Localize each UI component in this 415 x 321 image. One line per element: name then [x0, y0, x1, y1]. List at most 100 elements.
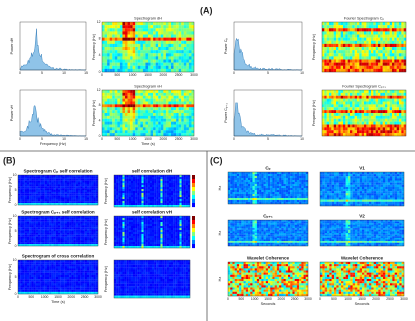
heatmap-cell [165, 218, 167, 220]
heatmap-cell [22, 201, 24, 203]
heatmap-cell [336, 63, 338, 66]
heatmap-cell [133, 236, 135, 238]
heatmap-cell [153, 28, 156, 31]
heatmap-cell [36, 201, 38, 203]
heatmap-cell [143, 41, 146, 44]
heatmap-cell [38, 190, 40, 192]
heatmap-cell [120, 107, 123, 110]
heatmap-cell [168, 110, 171, 113]
heatmap-cell [141, 181, 143, 183]
heatmap-cell [74, 240, 76, 242]
heatmap-cell [156, 133, 159, 136]
heatmap-cell [186, 50, 189, 53]
heatmap-cell [364, 53, 366, 56]
heatmap-cell [138, 31, 141, 34]
heatmap-cell [49, 201, 51, 203]
heatmap-cell [150, 226, 152, 228]
heatmap-cell [34, 177, 36, 179]
heatmap-cell [125, 201, 127, 203]
heatmap-cell [96, 220, 98, 222]
heatmap-cell [163, 197, 165, 199]
heatmap-cell [182, 232, 184, 234]
heatmap-cell [188, 240, 190, 242]
heatmap-cell [380, 56, 382, 59]
heatmap-cell [161, 119, 164, 122]
heatmap-cell [350, 127, 352, 130]
heatmap-cell [116, 187, 118, 189]
heatmap-cell [34, 225, 36, 227]
heatmap-cell [80, 273, 82, 275]
heatmap-cell [383, 90, 385, 93]
heatmap-cell [78, 266, 80, 268]
heatmap-cell [322, 96, 324, 99]
heatmap-cell [49, 260, 51, 262]
heatmap-cell [94, 242, 96, 244]
heatmap-cell [137, 226, 139, 228]
heatmap-cell [115, 122, 118, 125]
heatmap-cell [137, 246, 139, 248]
heatmap-cell [166, 22, 169, 25]
heatmap-cell [122, 122, 125, 125]
heatmap-cell [131, 203, 133, 205]
heatmap-cell [18, 192, 20, 194]
heatmap-cell [401, 99, 403, 102]
heatmap-cell [153, 60, 156, 63]
heatmap-cell [130, 56, 133, 59]
heatmap-cell [331, 113, 333, 116]
heatmap-cell [399, 104, 401, 107]
heatmap-cell [51, 266, 53, 268]
heatmap-cell [42, 198, 44, 200]
heatmap-cell [137, 203, 139, 205]
heatmap-cell [40, 220, 42, 222]
heatmap-cell [352, 63, 354, 66]
heatmap-cell [138, 47, 141, 50]
heatmap-cell [38, 225, 40, 227]
heatmap-cell [189, 107, 192, 110]
heatmap-cell [146, 193, 148, 195]
heatmap-cell [80, 237, 82, 239]
heatmap-cell [118, 201, 120, 203]
heatmap-cell [18, 190, 20, 192]
heatmap-cell [392, 119, 394, 122]
heatmap-cell [392, 66, 394, 69]
heatmap-cell [135, 31, 138, 34]
heatmap-cell [122, 133, 125, 136]
heatmap-cell [27, 184, 29, 186]
heatmap-cell [129, 189, 131, 191]
heatmap-cell [189, 35, 192, 38]
heatmap-cell [156, 236, 158, 238]
heatmap-cell [191, 113, 194, 116]
heatmap-cell [144, 242, 146, 244]
heatmap-cell [378, 130, 380, 133]
heatmap-cell [163, 242, 165, 244]
heatmap-cell [362, 110, 364, 113]
heatmap-cell [343, 60, 345, 63]
heatmap-cell [117, 104, 120, 107]
y-label: Frequency (Hz) [104, 177, 108, 204]
heatmap-cell [169, 195, 171, 197]
heatmap-cell [163, 244, 165, 246]
heatmap-cell [130, 41, 133, 44]
heatmap-cell [80, 177, 82, 179]
heatmap-cell [49, 224, 51, 226]
heatmap-cell [130, 133, 133, 136]
heatmap-cell [82, 220, 84, 222]
heatmap-cell [364, 22, 366, 25]
heatmap-cell [150, 181, 152, 183]
heatmap-cell [115, 113, 118, 116]
heatmap-cell [67, 273, 69, 275]
heatmap-cell [76, 198, 78, 200]
heatmap-cell [29, 201, 31, 203]
heatmap-cell [135, 205, 137, 207]
heatmap-cell [47, 231, 49, 233]
heatmap-cell [130, 44, 133, 47]
heatmap-cell [38, 264, 40, 266]
heatmap-cell [148, 93, 151, 96]
heatmap-cell [182, 218, 184, 220]
heatmap-cell [78, 231, 80, 233]
heatmap-cell [129, 246, 131, 248]
heatmap-cell [135, 218, 137, 220]
heatmap-cell [49, 183, 51, 185]
x-label: Time (s) [141, 142, 156, 146]
heatmap-cell [145, 69, 148, 72]
